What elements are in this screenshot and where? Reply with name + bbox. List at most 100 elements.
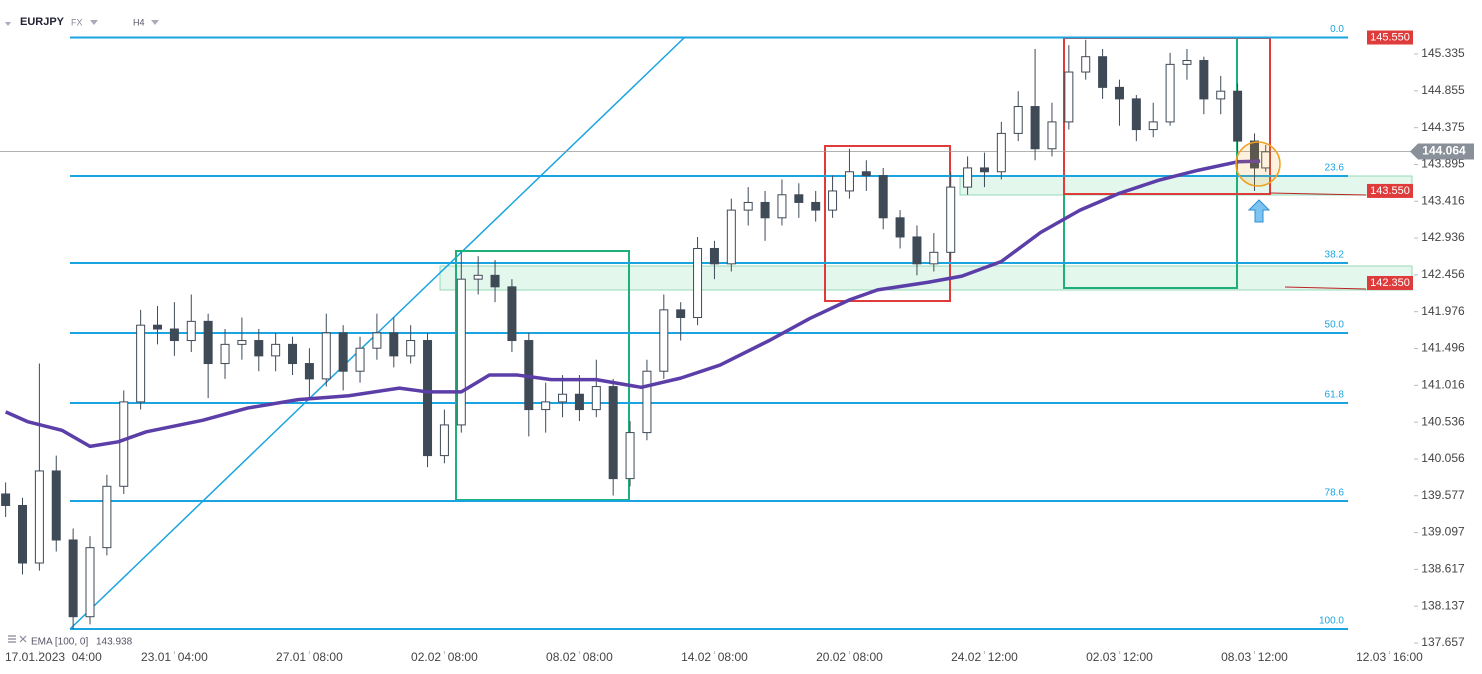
candle-body xyxy=(1216,90,1226,100)
candle-body xyxy=(220,343,230,365)
candle-body xyxy=(608,386,618,480)
candle-body xyxy=(659,309,669,372)
y-tick-label: 138.617 xyxy=(1421,562,1465,576)
x-tick-label: 23.01 04:00 xyxy=(141,650,208,664)
y-tick-label: 145.335 xyxy=(1421,46,1465,60)
candle-body xyxy=(85,547,95,618)
range-box xyxy=(1063,37,1238,289)
candle-body xyxy=(574,393,584,411)
x-tick-label: 24.02 12:00 xyxy=(951,650,1018,664)
axes: 145.335 144.855 144.375 143.895 143.416 142.9… xyxy=(5,46,1465,664)
candle-body xyxy=(51,470,61,541)
candle-body xyxy=(288,343,298,365)
candle-body xyxy=(676,309,686,319)
candle-body xyxy=(271,343,281,357)
fib-label: 61.8 xyxy=(1325,390,1345,401)
candle-body xyxy=(929,251,939,265)
candle-body xyxy=(102,485,112,549)
candle-body xyxy=(828,190,838,211)
x-tick-label: 27.01 08:00 xyxy=(276,650,343,664)
candle-body xyxy=(68,539,78,618)
candle-body xyxy=(558,393,568,403)
ema-line xyxy=(4,159,1261,449)
x-tick-label: 02.03 12:00 xyxy=(1086,650,1153,664)
y-tick-label: 143.416 xyxy=(1421,193,1465,207)
candle-body xyxy=(136,324,146,403)
candle-body xyxy=(996,132,1006,173)
candle-body xyxy=(912,236,922,265)
candle-body xyxy=(1064,71,1074,123)
candle-body xyxy=(1114,86,1124,100)
candle-body xyxy=(811,201,821,211)
candle-body xyxy=(1047,121,1057,150)
candle-body xyxy=(423,340,433,457)
candle-body xyxy=(743,201,753,211)
candle-body xyxy=(439,424,449,457)
candle-body xyxy=(321,332,331,380)
y-tick-label: 141.976 xyxy=(1421,304,1465,318)
price-tag-label: 145.550 xyxy=(1370,31,1410,43)
tag-leader xyxy=(1284,286,1367,290)
y-tick-label: 142.936 xyxy=(1421,230,1465,244)
candle-body xyxy=(1249,140,1259,169)
candle-body xyxy=(878,175,888,219)
candle-body xyxy=(355,347,365,372)
candle-body xyxy=(456,278,466,426)
legend-value: 143.938 xyxy=(96,637,133,648)
candle-body xyxy=(693,247,703,319)
candle-body xyxy=(591,386,601,411)
y-tick-label: 139.577 xyxy=(1421,488,1465,502)
candle-body xyxy=(34,470,44,564)
candle-body xyxy=(119,401,129,487)
candle-body xyxy=(861,171,871,177)
tag-leader xyxy=(1269,192,1367,196)
candle-body xyxy=(1148,121,1158,131)
fib-label: 38.2 xyxy=(1325,250,1345,261)
candle-body xyxy=(625,432,635,480)
candle-body xyxy=(507,286,517,342)
fib-label: 0.0 xyxy=(1330,24,1344,35)
support-zone xyxy=(439,265,1413,291)
candle-body xyxy=(709,247,719,265)
ema xyxy=(4,159,1261,449)
candle-body xyxy=(1013,106,1023,134)
symbol: EURJPY xyxy=(20,16,65,28)
price-tag xyxy=(1367,275,1413,290)
candle-body xyxy=(1261,151,1271,169)
x-tick-label: 08.03 12:00 xyxy=(1221,650,1288,664)
candle-body xyxy=(642,370,652,434)
y-tick-label: 139.097 xyxy=(1421,525,1465,539)
candle-body xyxy=(777,194,787,219)
support-zone xyxy=(959,175,1413,196)
y-tick-label: 140.056 xyxy=(1421,451,1465,465)
candle-body xyxy=(237,340,247,345)
y-tick-label: 144.375 xyxy=(1421,120,1465,134)
candle-body xyxy=(963,167,973,188)
candle-body xyxy=(760,201,770,219)
candle-body xyxy=(1,493,11,506)
candle-body xyxy=(1233,90,1243,142)
fib-label: 23.6 xyxy=(1325,163,1345,174)
candle-body xyxy=(304,363,314,380)
candle-body xyxy=(844,171,854,192)
candle-body xyxy=(541,401,551,411)
y-tick-label: 140.536 xyxy=(1421,414,1465,428)
y-tick-label: 141.016 xyxy=(1421,378,1465,392)
candle-body xyxy=(1182,60,1192,65)
candle-body xyxy=(473,274,483,280)
candle-body xyxy=(372,332,382,349)
candle-body xyxy=(1081,56,1091,73)
candle-body xyxy=(979,167,989,173)
fib-label: 100.0 xyxy=(1319,616,1344,627)
range-box xyxy=(455,250,630,501)
candle-body xyxy=(1131,98,1141,131)
candle-body xyxy=(389,332,399,357)
candle-body xyxy=(18,504,28,564)
candle-body xyxy=(794,194,804,203)
legend-name: EMA [100, 0] xyxy=(31,637,88,648)
candle-body xyxy=(1199,60,1209,100)
candle-body xyxy=(169,328,179,342)
candle-body xyxy=(203,320,213,365)
candle-body xyxy=(1030,106,1040,150)
